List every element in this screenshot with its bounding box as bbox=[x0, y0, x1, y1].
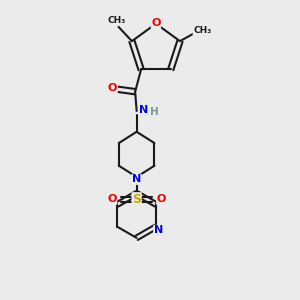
Text: N: N bbox=[154, 225, 163, 235]
Text: O: O bbox=[108, 83, 117, 93]
Text: S: S bbox=[132, 193, 141, 206]
Text: CH₃: CH₃ bbox=[193, 26, 212, 35]
Text: O: O bbox=[151, 18, 160, 28]
Text: O: O bbox=[107, 194, 117, 204]
Text: N: N bbox=[132, 174, 141, 184]
Text: N: N bbox=[139, 105, 148, 115]
Text: O: O bbox=[157, 194, 166, 204]
Text: H: H bbox=[150, 107, 159, 117]
Text: CH₃: CH₃ bbox=[108, 16, 126, 26]
